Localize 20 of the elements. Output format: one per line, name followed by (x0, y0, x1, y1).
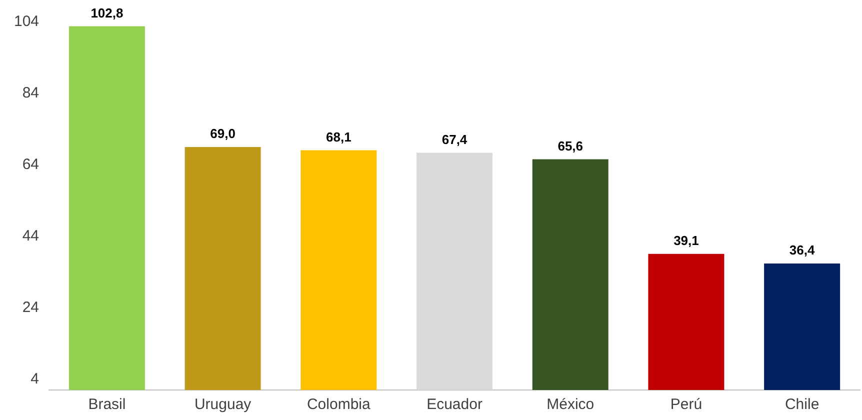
data-label: 102,8 (90, 5, 124, 20)
x-tick-label: Brasil (88, 396, 126, 414)
y-tick-label: 4 (30, 370, 40, 388)
data-label: 36,4 (789, 242, 816, 258)
data-label: 39,1 (674, 232, 699, 248)
x-tick-label: Uruguay (194, 396, 252, 414)
y-tick-label: 104 (14, 13, 40, 30)
y-tick-label: 44 (22, 228, 40, 245)
data-label: 65,6 (558, 138, 584, 154)
y-tick-label: 64 (22, 156, 40, 174)
x-tick-label: Colombia (306, 396, 371, 414)
data-label: 69,0 (210, 126, 236, 142)
y-tick-label: 24 (22, 298, 40, 316)
x-tick-label: México (546, 396, 594, 414)
data-label: 67,4 (442, 132, 468, 147)
x-tick-label: Ecuador (426, 396, 482, 414)
x-tick-label: Chile (784, 396, 820, 414)
data-label: 68,1 (326, 129, 352, 144)
x-tick-label: Perú (670, 396, 702, 414)
y-tick-label: 84 (22, 84, 40, 102)
